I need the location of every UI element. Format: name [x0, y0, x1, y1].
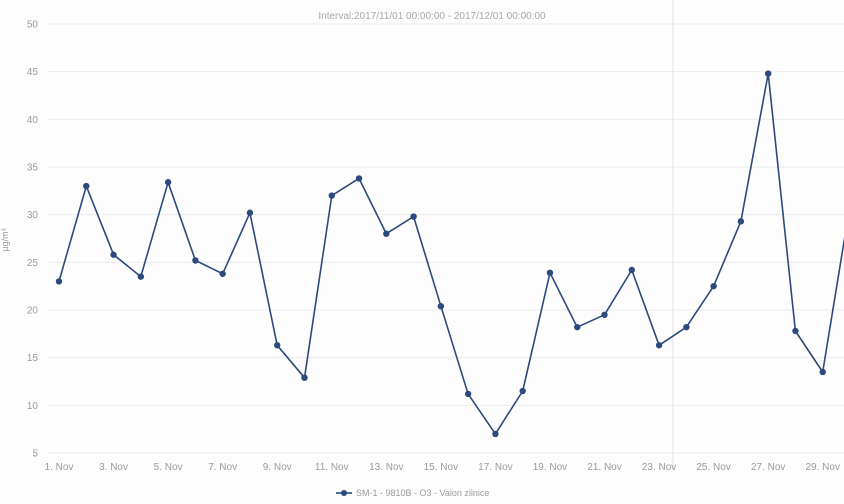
data-point[interactable]: [710, 282, 717, 290]
x-tick-label: 3. Nov: [99, 462, 128, 473]
y-tick-label: 20: [27, 306, 39, 317]
data-point[interactable]: [464, 390, 472, 398]
x-tick-label: 17. Nov: [478, 462, 512, 473]
data-point[interactable]: [655, 342, 663, 349]
data-point[interactable]: [83, 182, 90, 190]
data-point[interactable]: [383, 230, 390, 237]
y-axis-label: µg/m³: [0, 228, 10, 251]
y-tick-label: 30: [27, 210, 39, 221]
series-0: [55, 70, 844, 438]
x-tick-label: 25. Nov: [696, 462, 730, 473]
data-point[interactable]: [764, 70, 772, 77]
y-tick-label: 40: [27, 115, 39, 126]
legend[interactable]: SM-1 - 9810B - O3 - Valon zilnice: [336, 488, 489, 498]
y-tick-label: 5: [32, 449, 38, 460]
x-tick-label: 21. Nov: [587, 462, 621, 473]
data-point[interactable]: [737, 218, 745, 225]
x-tick-label: 1. Nov: [45, 462, 74, 473]
data-point[interactable]: [601, 311, 608, 318]
x-tick-label: 11. Nov: [315, 462, 349, 473]
data-point[interactable]: [192, 257, 199, 264]
data-point[interactable]: [301, 374, 308, 381]
chart-title: Interval:2017/11/01 00:00:00 - 2017/12/0…: [318, 11, 546, 22]
data-point[interactable]: [574, 323, 581, 331]
x-tick-label: 27. Nov: [751, 462, 785, 473]
x-axis-ticks: 1. Nov 3. Nov 5. Nov 7. Nov 9. Nov 11. Nov 13.…: [45, 462, 840, 473]
legend-label[interactable]: SM-1 - 9810B - O3 - Valon zilnice: [356, 488, 489, 498]
data-point[interactable]: [328, 192, 335, 199]
data-point[interactable]: [792, 327, 799, 335]
x-tick-label: 15. Nov: [424, 462, 458, 473]
data-point[interactable]: [355, 175, 363, 182]
x-tick-label: 19. Nov: [533, 462, 567, 473]
data-point[interactable]: [683, 323, 690, 331]
data-point[interactable]: [164, 179, 172, 186]
x-tick-label: 9. Nov: [263, 462, 292, 473]
data-point[interactable]: [546, 269, 554, 277]
data-point[interactable]: [437, 302, 445, 310]
data-point[interactable]: [274, 342, 281, 349]
x-tick-label: 29. Nov: [805, 462, 839, 473]
data-point[interactable]: [410, 213, 417, 220]
y-tick-label: 25: [27, 258, 39, 269]
y-tick-label: 10: [27, 401, 39, 412]
y-tick-label: 35: [27, 163, 39, 174]
data-point[interactable]: [219, 270, 226, 277]
data-point[interactable]: [55, 278, 63, 285]
series: [55, 70, 844, 438]
x-tick-label: 5. Nov: [154, 462, 183, 473]
y-tick-label: 45: [27, 67, 39, 78]
data-point[interactable]: [137, 273, 145, 280]
legend-swatch-marker: [341, 490, 347, 496]
x-tick-label: 23. Nov: [642, 462, 676, 473]
x-tick-label: 13. Nov: [369, 462, 403, 473]
data-point[interactable]: [519, 387, 526, 395]
grid: [48, 23, 844, 454]
data-point[interactable]: [628, 266, 635, 274]
data-point[interactable]: [819, 368, 826, 376]
y-tick-label: 15: [27, 353, 39, 364]
data-point[interactable]: [492, 430, 499, 438]
y-axis-ticks: 5 10 15 20 25 30 35 40 45 50: [27, 20, 39, 460]
x-tick-label: 7. Nov: [208, 462, 237, 473]
y-tick-label: 50: [27, 20, 39, 31]
data-point[interactable]: [246, 209, 254, 216]
series-line: [58, 72, 844, 435]
data-point[interactable]: [110, 251, 117, 258]
